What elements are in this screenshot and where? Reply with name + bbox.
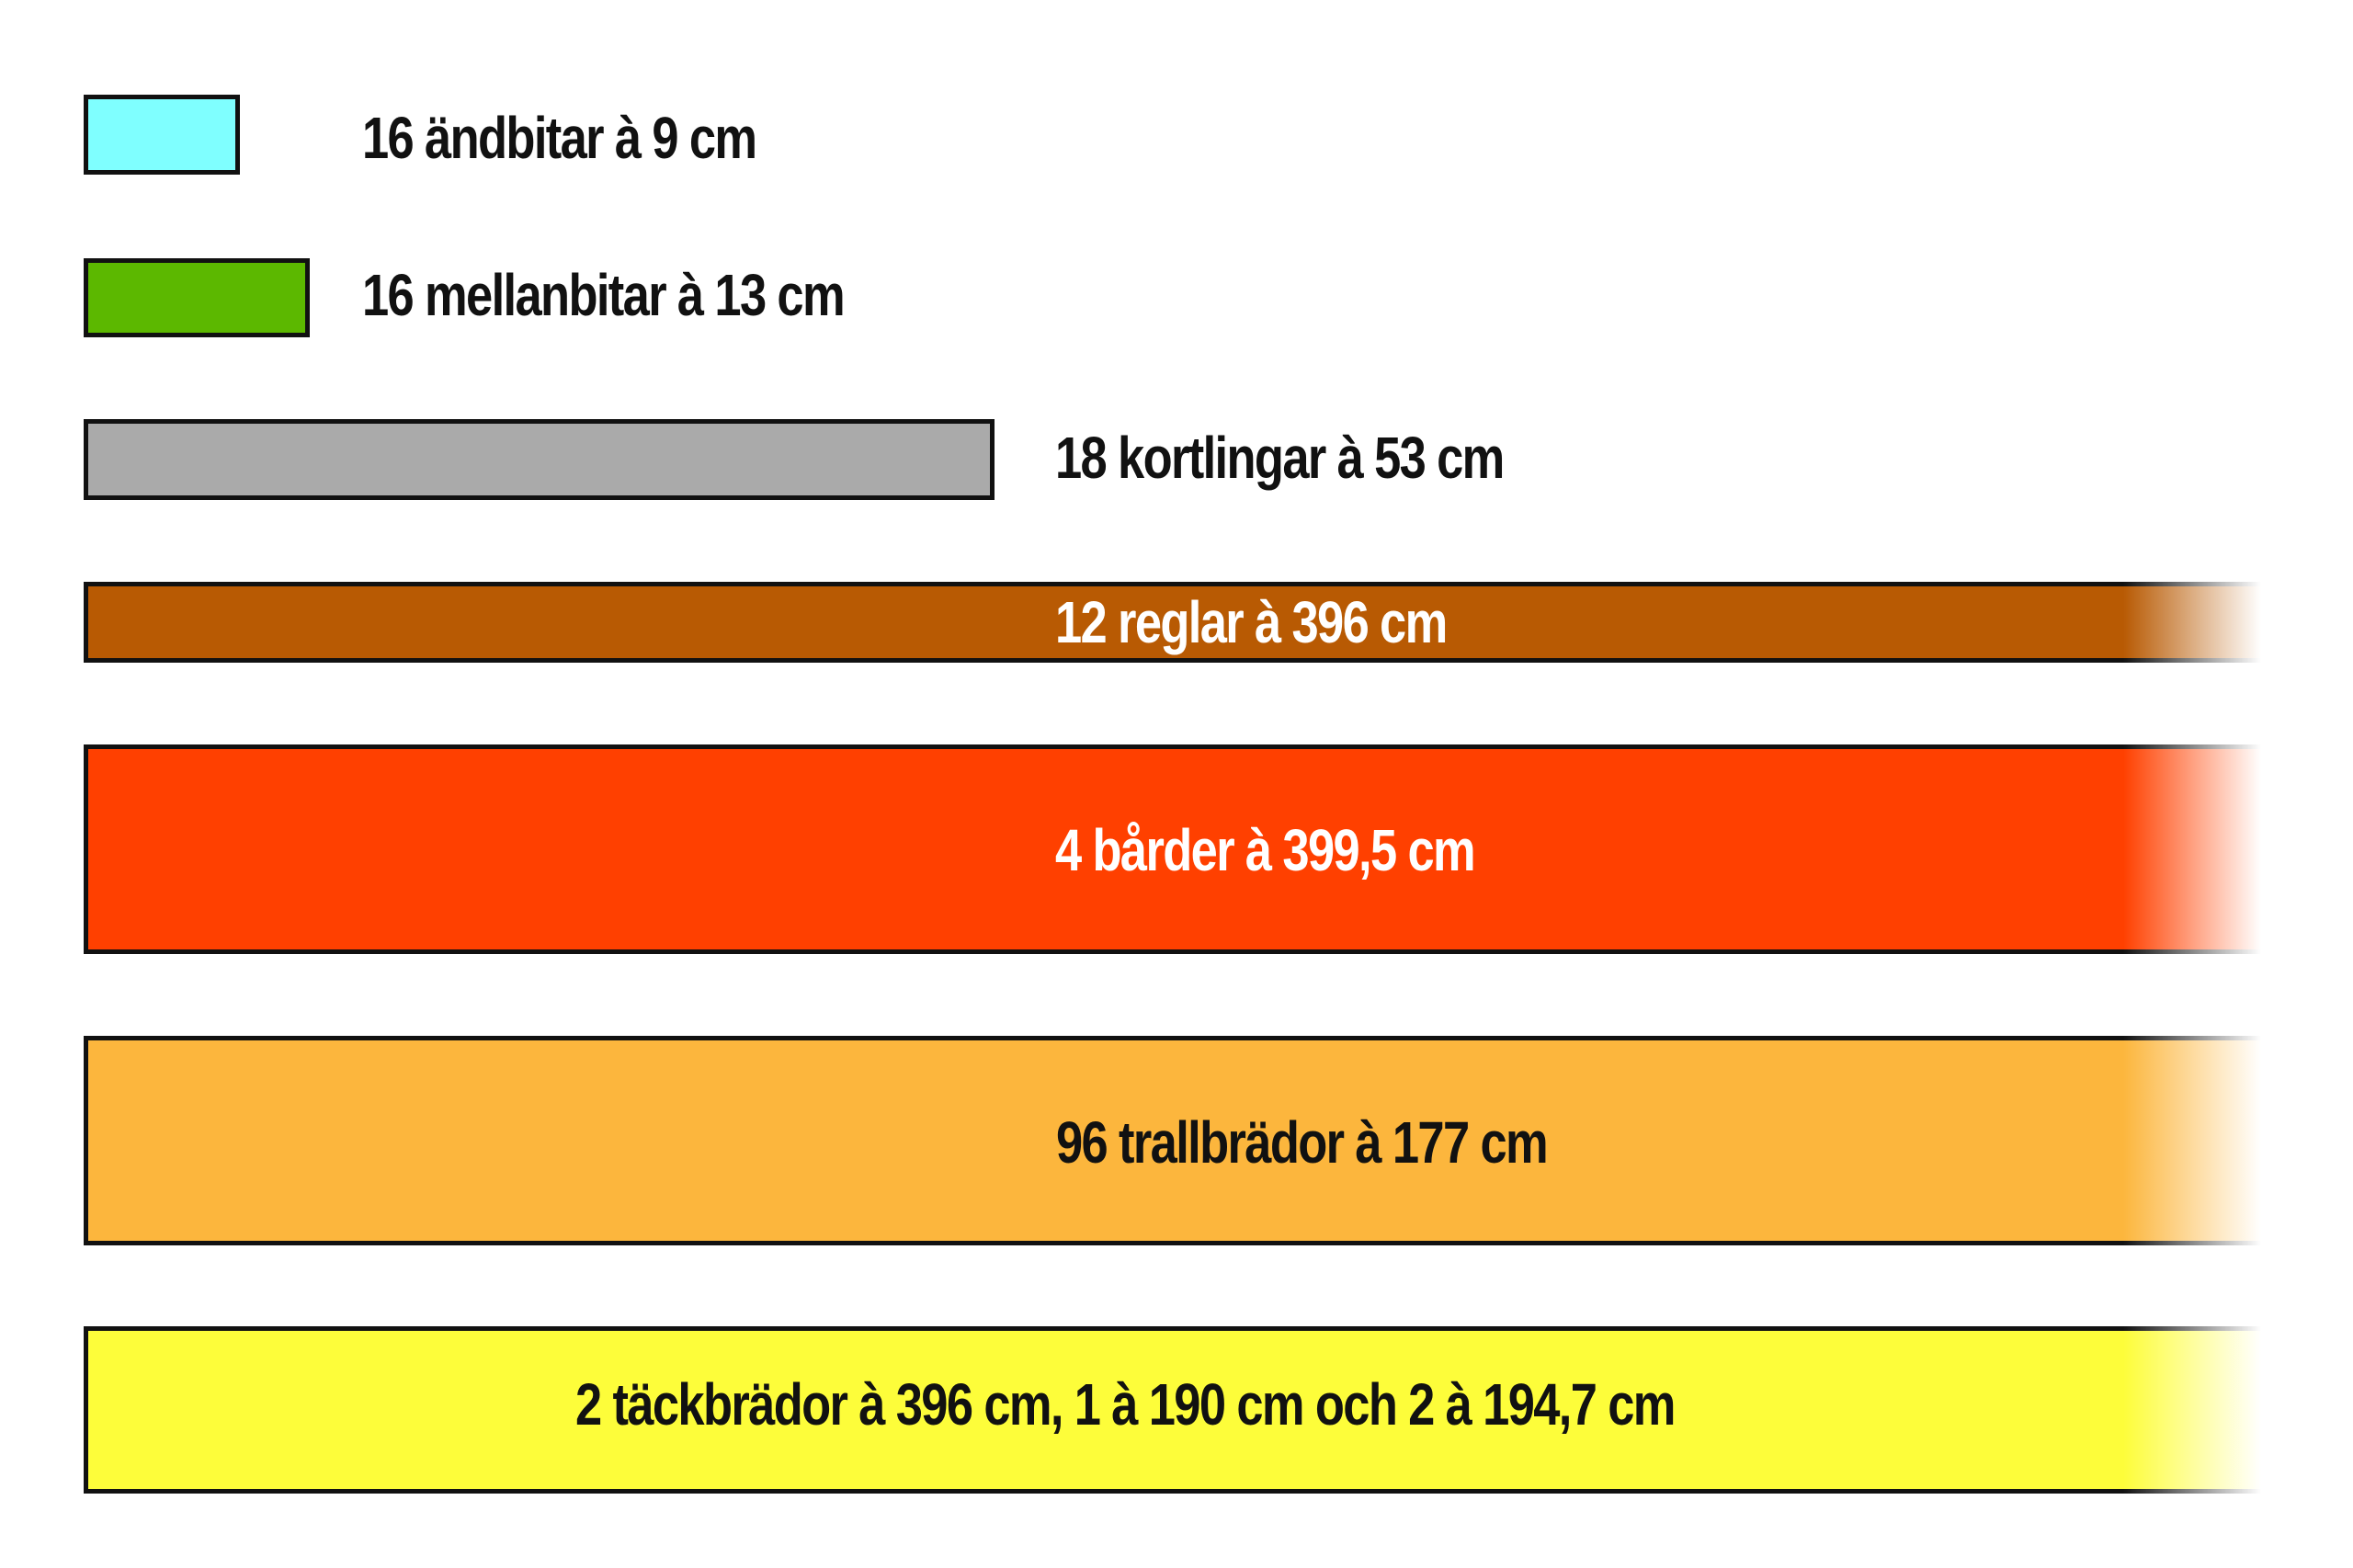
barder-board <box>84 744 2261 954</box>
board-fade <box>2123 1326 2261 1494</box>
trallbrador-label: 96 trallbrädor à 177 cm <box>1056 1109 1549 1176</box>
board-fade <box>2123 744 2261 954</box>
board-fade <box>2123 582 2261 663</box>
andbit-label: 16 ändbitar à 9 cm <box>362 105 757 171</box>
tackbrador-label: 2 täckbrädor à 396 cm, 1 à 190 cm och 2 … <box>575 1371 1676 1437</box>
regel-label: 12 reglar à 396 cm <box>1055 589 1448 655</box>
kortling-swatch <box>84 419 995 500</box>
mellanbit-swatch <box>84 258 310 337</box>
tackbrador-board <box>84 1326 2261 1494</box>
mellanbit-label: 16 mellanbitar à 13 cm <box>362 262 846 328</box>
barder-label: 4 bårder à 399,5 cm <box>1055 817 1476 883</box>
board-fade <box>2123 1036 2261 1245</box>
andbit-swatch <box>84 95 240 175</box>
regel-board <box>84 582 2261 663</box>
trallbrador-board <box>84 1036 2261 1245</box>
kortling-label: 18 kortlingar à 53 cm <box>1055 425 1505 491</box>
